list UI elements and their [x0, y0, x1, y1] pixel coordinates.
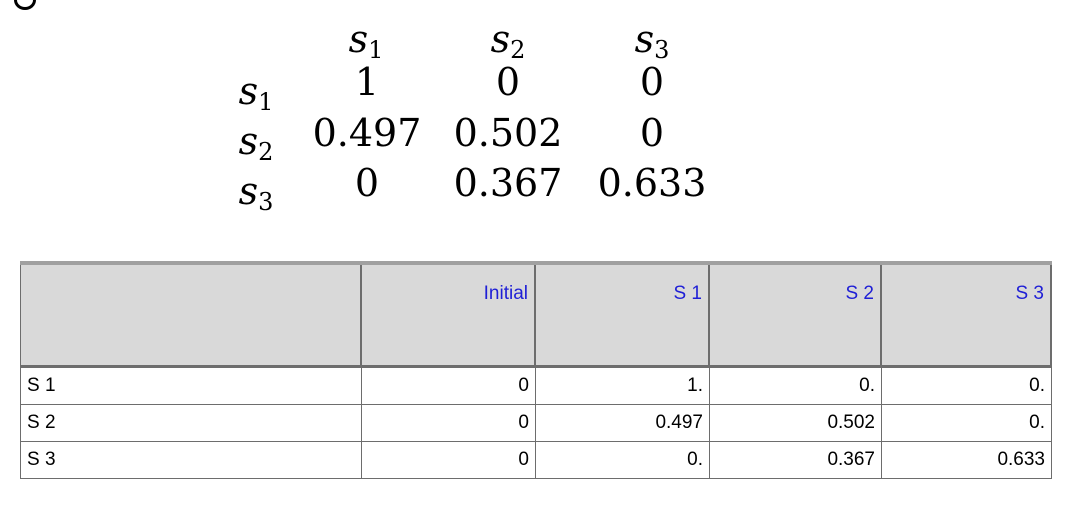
matrix-col-label: s3: [634, 17, 670, 64]
grid-header-s3[interactable]: S 3: [882, 265, 1052, 368]
matrix-row-label: s1: [238, 69, 274, 116]
grid-header-s1[interactable]: S 1: [536, 265, 710, 368]
matrix-row-label: s2: [238, 119, 274, 166]
grid-cell[interactable]: 1.: [536, 368, 710, 405]
cropped-glyph: [14, 0, 36, 10]
grid-cell[interactable]: 0: [362, 442, 536, 479]
matrix-value: 0.497: [312, 111, 422, 155]
grid-cell[interactable]: 0: [362, 405, 536, 442]
grid-header-s2[interactable]: S 2: [710, 265, 882, 368]
matrix-value: 1: [354, 60, 380, 104]
row-label[interactable]: S 1: [20, 368, 362, 405]
grid-header-initial[interactable]: Initial: [362, 265, 536, 368]
matrix-value: 0.502: [453, 111, 563, 155]
grid-cell[interactable]: 0.502: [710, 405, 882, 442]
grid-cell[interactable]: 0: [362, 368, 536, 405]
results-grid: Initial S 1 S 2 S 3 S 1 0 1. 0. 0. S 2 0…: [20, 261, 1052, 479]
matrix-row-label: s3: [238, 169, 274, 216]
matrix-value: 0.633: [597, 161, 707, 205]
row-label[interactable]: S 3: [20, 442, 362, 479]
table-row: S 2 0 0.497 0.502 0.: [20, 405, 1052, 442]
matrix-value: 0: [495, 60, 521, 104]
grid-cell[interactable]: 0.497: [536, 405, 710, 442]
matrix-value: 0: [639, 111, 665, 155]
grid-cell[interactable]: 0.367: [710, 442, 882, 479]
grid-cell[interactable]: 0.: [536, 442, 710, 479]
table-row: S 1 0 1. 0. 0.: [20, 368, 1052, 405]
matrix-col-label: s1: [348, 17, 384, 64]
grid-cell[interactable]: 0.: [882, 368, 1052, 405]
grid-cell[interactable]: 0.633: [882, 442, 1052, 479]
transition-matrix: s1 s2 s3 s1 s2 s3 1 0 0 0.497 0.502 0 0 …: [0, 0, 1066, 230]
table-row: S 3 0 0. 0.367 0.633: [20, 442, 1052, 479]
matrix-value: 0.367: [453, 161, 563, 205]
matrix-col-label: s2: [490, 17, 526, 64]
grid-cell[interactable]: 0.: [710, 368, 882, 405]
grid-header-corner[interactable]: [20, 265, 362, 368]
row-label[interactable]: S 2: [20, 405, 362, 442]
grid-header-row: Initial S 1 S 2 S 3: [20, 265, 1052, 368]
matrix-value: 0: [354, 161, 380, 205]
matrix-value: 0: [639, 60, 665, 104]
grid-cell[interactable]: 0.: [882, 405, 1052, 442]
